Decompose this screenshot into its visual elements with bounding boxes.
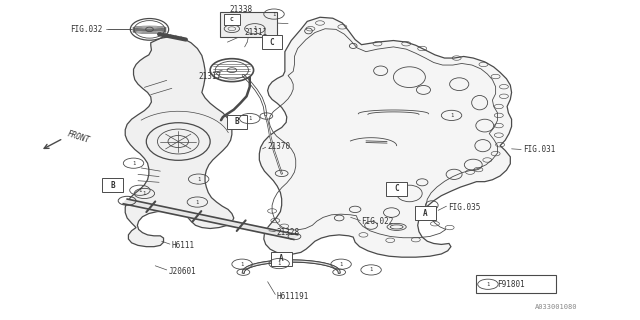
Text: 1: 1: [278, 261, 281, 266]
FancyBboxPatch shape: [220, 12, 276, 37]
Text: FIG.022: FIG.022: [362, 217, 394, 226]
Text: A033001080: A033001080: [535, 304, 577, 309]
Text: A: A: [280, 254, 284, 263]
Text: 21328: 21328: [276, 228, 300, 237]
Text: 21317: 21317: [198, 72, 222, 81]
Text: J20601: J20601: [169, 267, 196, 276]
FancyBboxPatch shape: [415, 206, 436, 220]
Text: 21338: 21338: [229, 5, 252, 14]
FancyBboxPatch shape: [262, 35, 282, 49]
Text: C: C: [230, 17, 234, 22]
Text: FIG.031: FIG.031: [523, 145, 556, 154]
Text: A: A: [423, 209, 428, 218]
Text: 1: 1: [273, 12, 276, 17]
Text: B: B: [235, 117, 239, 126]
Text: 21370: 21370: [268, 142, 291, 151]
Text: 1: 1: [450, 113, 453, 118]
Text: 1: 1: [138, 188, 141, 193]
Text: F91801: F91801: [497, 280, 525, 289]
Text: C: C: [394, 184, 399, 193]
FancyBboxPatch shape: [271, 252, 292, 266]
Text: C: C: [270, 38, 275, 47]
FancyBboxPatch shape: [102, 179, 123, 193]
Text: 1: 1: [143, 191, 146, 196]
FancyBboxPatch shape: [387, 182, 407, 196]
Text: H6111: H6111: [172, 241, 195, 250]
FancyBboxPatch shape: [476, 275, 556, 293]
Text: 1: 1: [132, 161, 135, 166]
Text: 1: 1: [197, 177, 200, 182]
Polygon shape: [125, 36, 234, 247]
Polygon shape: [124, 199, 298, 239]
FancyBboxPatch shape: [227, 115, 247, 129]
Text: 1: 1: [369, 268, 372, 272]
Text: 1: 1: [196, 200, 199, 204]
Polygon shape: [259, 17, 511, 257]
Text: H611191: H611191: [276, 292, 309, 301]
Text: 21311: 21311: [244, 28, 268, 37]
Text: 1: 1: [339, 262, 342, 267]
Text: FIG.032: FIG.032: [70, 25, 102, 34]
FancyBboxPatch shape: [223, 14, 240, 25]
Text: FRONT: FRONT: [67, 129, 92, 145]
Text: 1: 1: [486, 282, 490, 287]
Text: 1: 1: [241, 262, 244, 267]
Text: 1: 1: [253, 26, 257, 31]
Text: FIG.035: FIG.035: [448, 203, 480, 212]
Text: 1: 1: [248, 116, 252, 121]
Text: B: B: [110, 181, 115, 190]
